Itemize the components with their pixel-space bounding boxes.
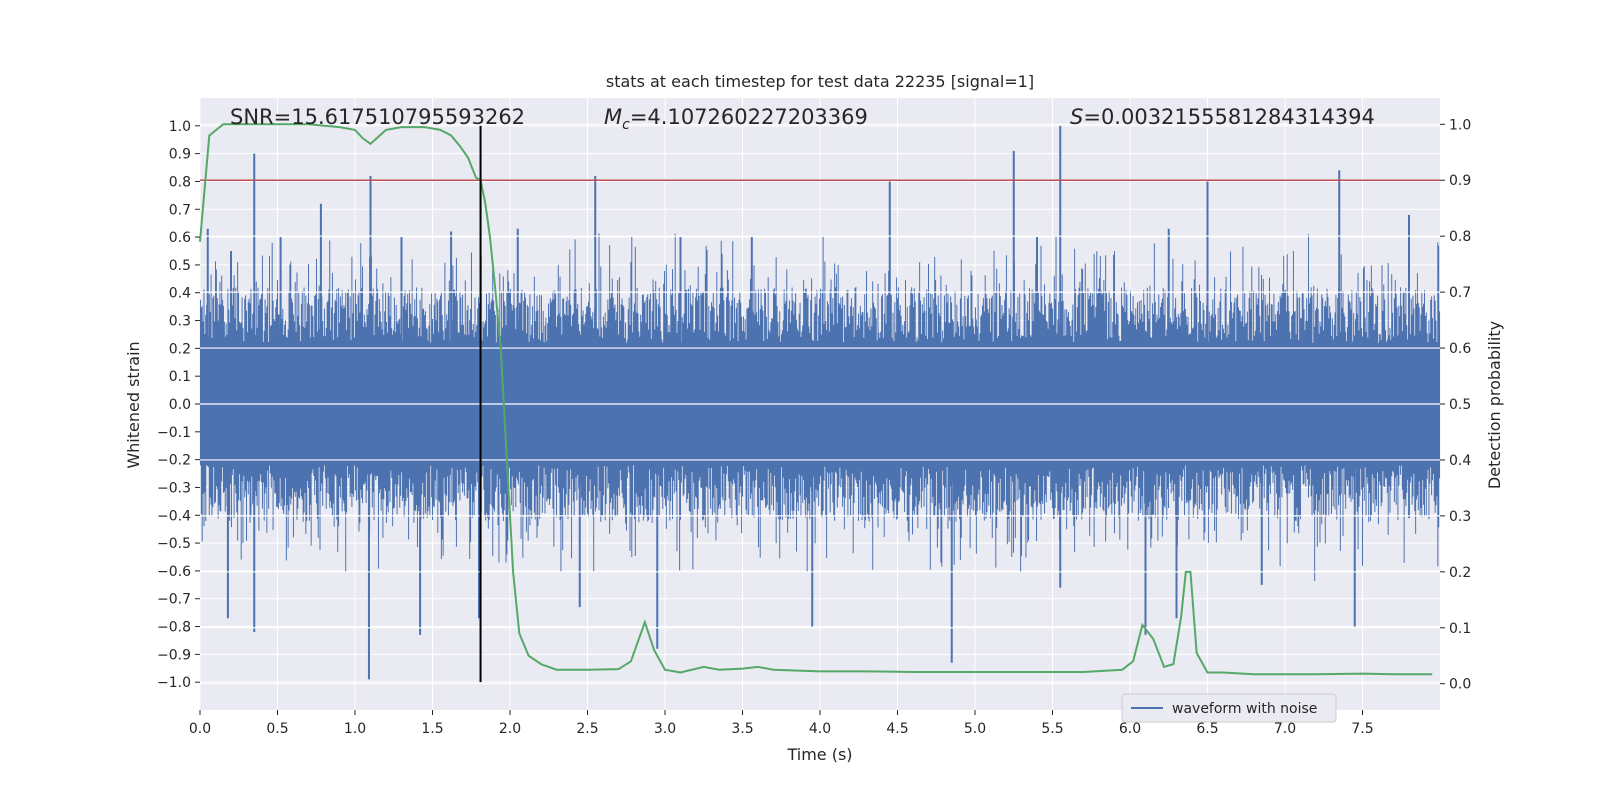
legend-label: waveform with noise [1172, 701, 1317, 717]
chirp-mass-subscript: c [622, 117, 630, 133]
bottom-axis-ticks: 0.0 0.5 1.0 1.5 2.0 2.5 3.0 3.5 4.0 4.5 5.0 5.5 6.0 6… [189, 710, 1374, 737]
x-tick-label: 4.5 [886, 721, 908, 737]
s-value: =0.0032155581284314394 [1083, 105, 1375, 129]
left-axis-ticks: 1.0 0.9 0.8 0.7 0.6 0.5 0.4 0.3 0.2 0.1 0.0 −0.1 −0.… [157, 119, 200, 691]
y2-tick-label: 0.3 [1449, 509, 1471, 525]
y2-tick-label: 0.8 [1449, 229, 1471, 245]
x-tick-label: 4.0 [809, 721, 831, 737]
y-tick-label: 0.9 [169, 147, 191, 163]
y-axis-title: Whitened strain [124, 341, 143, 468]
chirp-mass-value: =4.107260227203369 [630, 105, 868, 129]
x-tick-label: 6.5 [1196, 721, 1218, 737]
y2-tick-label: 0.5 [1449, 397, 1471, 413]
y-tick-label: −0.1 [157, 425, 191, 441]
x-tick-label: 0.5 [266, 721, 288, 737]
y2-tick-label: 0.4 [1449, 453, 1471, 469]
y-tick-label: −0.8 [157, 620, 191, 636]
y-tick-label: 0.1 [169, 369, 191, 385]
right-axis-ticks: 1.0 0.9 0.8 0.7 0.6 0.5 0.4 0.3 0.2 0.1 0.0 [1440, 117, 1471, 693]
y-tick-label: 0.5 [169, 258, 191, 274]
y2-tick-label: 0.1 [1449, 621, 1471, 637]
y-tick-label: 0.3 [169, 314, 191, 330]
chart-title: stats at each timestep for test data 222… [606, 72, 1034, 91]
y-tick-label: 1.0 [169, 119, 191, 135]
x-tick-label: 2.0 [499, 721, 521, 737]
x-tick-label: 5.0 [964, 721, 986, 737]
y-tick-label: −0.4 [157, 508, 191, 524]
y2-tick-label: 0.0 [1449, 677, 1471, 693]
x-tick-label: 7.5 [1351, 721, 1373, 737]
y-tick-label: 0.8 [169, 174, 191, 190]
s-annotation: S=0.0032155581284314394 [1070, 105, 1375, 129]
x-tick-label: 0.0 [189, 721, 211, 737]
probability-series [199, 123, 1433, 676]
y-tick-label: 0.7 [169, 202, 191, 218]
y2-axis-title: Detection probability [1485, 321, 1504, 489]
y2-tick-label: 0.6 [1449, 341, 1471, 357]
chirp-mass-annotation: Mc=4.107260227203369 [604, 105, 868, 133]
snr-annotation: SNR=15.617510795593262 [230, 105, 525, 129]
y2-tick-label: 0.9 [1449, 173, 1471, 189]
y-tick-label: −0.2 [157, 453, 191, 469]
x-tick-label: 3.5 [731, 721, 753, 737]
y-tick-label: −0.3 [157, 480, 191, 496]
x-axis-title: Time (s) [786, 745, 852, 764]
y-tick-label: −0.7 [157, 592, 191, 608]
y-tick-label: −0.6 [157, 564, 191, 580]
y-tick-label: 0.6 [169, 230, 191, 246]
x-tick-label: 6.0 [1119, 721, 1141, 737]
chirp-mass-symbol: M [604, 105, 622, 129]
y-tick-label: −0.5 [157, 536, 191, 552]
x-tick-label: 3.0 [654, 721, 676, 737]
y2-tick-label: 0.7 [1449, 285, 1471, 301]
x-tick-label: 7.0 [1274, 721, 1296, 737]
y-tick-label: 0.0 [169, 397, 191, 413]
secondary-horizontal-gridlines [200, 123, 1440, 685]
x-tick-label: 1.0 [344, 721, 366, 737]
x-tick-label: 1.5 [421, 721, 443, 737]
y2-tick-label: 1.0 [1449, 117, 1471, 133]
x-tick-label: 2.5 [576, 721, 598, 737]
s-symbol: S [1070, 105, 1083, 129]
legend-box [1121, 693, 1337, 723]
y-tick-label: −1.0 [157, 675, 191, 691]
probability-line [199, 123, 1433, 676]
legend: waveform with noise [1121, 693, 1337, 723]
y2-tick-label: 0.2 [1449, 565, 1471, 581]
x-tick-label: 5.5 [1041, 721, 1063, 737]
y-tick-label: 0.4 [169, 286, 191, 302]
y-tick-label: 0.2 [169, 341, 191, 357]
y-tick-label: −0.9 [157, 647, 191, 663]
